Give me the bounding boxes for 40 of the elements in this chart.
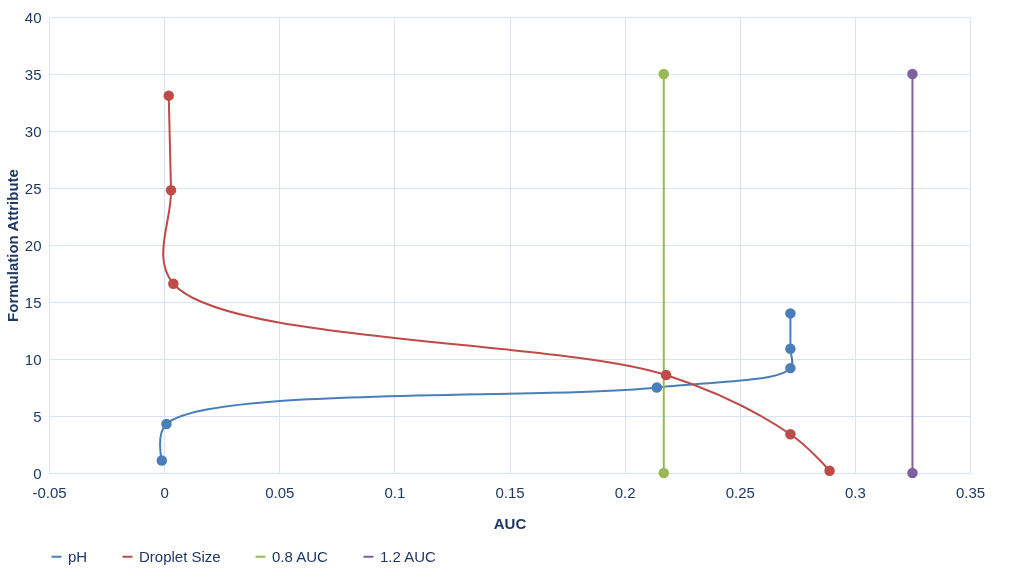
point	[165, 185, 177, 196]
point	[907, 68, 918, 80]
legend-label: 1.2 AUC	[380, 547, 437, 565]
point	[660, 369, 672, 381]
x-tick-label: 0.25	[725, 483, 755, 501]
point	[161, 418, 172, 430]
point	[824, 465, 835, 476]
y-axis-title: Formulation Attribute	[3, 169, 21, 322]
legend-label: Droplet Size	[139, 547, 221, 565]
point	[907, 467, 918, 479]
point	[785, 308, 796, 319]
point	[658, 68, 670, 80]
point	[785, 343, 796, 354]
legend-label: pH	[68, 547, 88, 565]
x-tick-label: 0	[160, 483, 169, 501]
y-tick-label: 25	[24, 179, 42, 197]
x-tick-label: 0.05	[265, 483, 295, 501]
x-tick-label: 0.1	[384, 483, 406, 501]
legend-label: 0.8 AUC	[272, 547, 329, 565]
y-tick-label: 35	[24, 65, 42, 83]
point	[156, 455, 168, 466]
y-tick-label: 0	[33, 464, 42, 482]
point	[785, 429, 796, 440]
point	[658, 467, 670, 479]
x-tick-label: 0.3	[844, 483, 866, 501]
y-tick-label: 5	[33, 407, 42, 425]
point	[163, 90, 174, 101]
y-tick-label: 20	[24, 236, 42, 254]
y-tick-label: 10	[24, 350, 42, 368]
x-tick-label: 0.35	[955, 483, 986, 501]
x-tick-label: 0.2	[614, 483, 636, 501]
point	[785, 362, 796, 374]
y-tick-label: 40	[24, 8, 42, 26]
point	[651, 382, 663, 393]
x-axis-title: AUC	[493, 514, 527, 532]
y-tick-label: 30	[24, 122, 42, 140]
point	[168, 278, 179, 289]
x-tick-label: 0.15	[495, 483, 525, 501]
x-tick-label: -0.05	[32, 483, 67, 501]
y-tick-label: 15	[24, 293, 42, 311]
